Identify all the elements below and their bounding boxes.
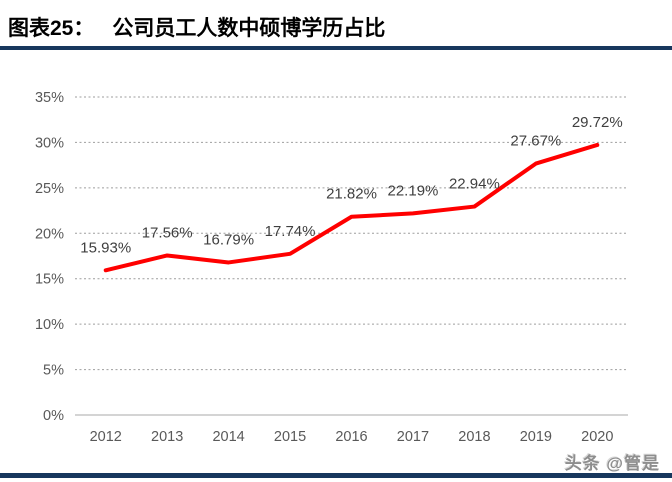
point-label: 29.72% (572, 114, 623, 131)
x-tick-label: 2018 (458, 429, 490, 445)
y-axis-tick-labels: 0% 5% 10% 15% 20% 25% 30% 35% (35, 90, 64, 424)
point-label: 22.94% (449, 176, 500, 193)
footer-rule (0, 473, 672, 478)
figure-title: 公司员工人数中硕博学历占比 (112, 17, 386, 40)
x-tick-label: 2016 (335, 429, 367, 445)
data-series-line (103, 142, 600, 273)
x-tick-label: 2012 (90, 429, 122, 445)
point-label: 16.79% (203, 231, 254, 248)
x-axis-tick-labels: 2012 2013 2014 2015 2016 2017 2018 2019 2020 (90, 429, 614, 445)
x-tick-label: 2020 (581, 429, 613, 445)
y-tick-label: 35% (35, 90, 64, 106)
point-label: 15.93% (80, 239, 131, 256)
y-tick-label: 5% (43, 363, 64, 379)
x-tick-label: 2013 (151, 429, 183, 445)
title-underline (0, 46, 672, 50)
point-label: 22.19% (388, 182, 439, 199)
point-label: 21.82% (326, 186, 377, 203)
y-tick-label: 30% (35, 135, 64, 151)
x-tick-label: 2017 (397, 429, 429, 445)
point-label: 27.67% (510, 133, 561, 150)
y-tick-label: 0% (43, 408, 64, 424)
y-tick-label: 15% (35, 272, 64, 288)
x-tick-label: 2019 (520, 429, 552, 445)
y-gridlines (75, 96, 628, 416)
x-tick-label: 2014 (212, 429, 244, 445)
point-label: 17.56% (142, 224, 193, 241)
y-tick-label: 20% (35, 226, 64, 242)
x-tick-label: 2015 (274, 429, 306, 445)
series-line (103, 142, 600, 273)
figure-header: 图表25： 公司员工人数中硕博学历占比 (8, 12, 385, 42)
watermark: 头条 @管是 (564, 454, 660, 473)
y-tick-label: 10% (35, 317, 64, 333)
point-label: 17.74% (265, 223, 316, 240)
y-tick-label: 25% (35, 181, 64, 197)
point-labels: 15.93% 17.56% 16.79% 17.74% 21.82% 22.19% 22.9… (80, 114, 622, 256)
figure-label: 图表25： (8, 17, 95, 40)
